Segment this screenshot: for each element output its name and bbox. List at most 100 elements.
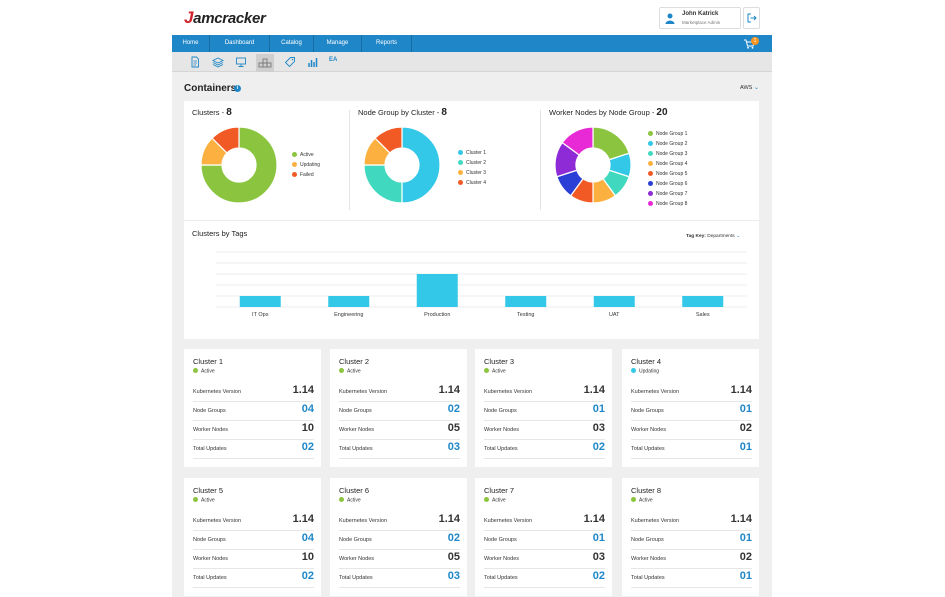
metric-label: Node Groups xyxy=(339,537,372,543)
cluster-card[interactable]: Cluster 4 Updating Kubernetes Version 1.… xyxy=(622,349,759,467)
metric-row: Kubernetes Version 1.14 xyxy=(193,512,314,531)
metric-row: Worker Nodes 02 xyxy=(631,421,752,440)
metric-label: Worker Nodes xyxy=(193,556,229,562)
bar-engineering[interactable] xyxy=(328,296,370,307)
nav-manage[interactable]: Manage xyxy=(314,35,362,52)
metric-value-node-groups[interactable]: 02 xyxy=(447,403,460,415)
bar-chart-icon[interactable] xyxy=(307,56,319,68)
cloud-select[interactable]: AWS xyxy=(740,85,753,91)
containers-tab[interactable] xyxy=(256,54,274,72)
metric-row: Worker Nodes 10 xyxy=(193,421,314,440)
donut-slice-cluster-2[interactable] xyxy=(363,164,403,204)
document-icon[interactable] xyxy=(189,56,201,68)
metric-row: Node Groups 01 xyxy=(484,402,605,421)
cluster-card[interactable]: Cluster 7 Active Kubernetes Version 1.14… xyxy=(475,478,612,596)
donut-slice-cluster-4[interactable] xyxy=(374,126,403,154)
status-dot xyxy=(339,368,344,373)
nav-home[interactable]: Home xyxy=(172,35,210,52)
metric-value-version: 1.14 xyxy=(730,513,752,525)
legend-item[interactable]: Cluster 4 xyxy=(458,178,486,188)
metric-value-node-groups[interactable]: 01 xyxy=(592,532,605,544)
status-label: Updating xyxy=(639,368,660,375)
cart-count-badge: 1 xyxy=(751,37,759,45)
metric-row: Kubernetes Version 1.14 xyxy=(339,512,460,531)
metric-value-updates[interactable]: 01 xyxy=(739,570,752,582)
legend-item[interactable]: Node Group 2 xyxy=(648,139,687,149)
metric-value-updates[interactable]: 02 xyxy=(592,441,605,453)
metric-value-version: 1.14 xyxy=(438,513,460,525)
legend-item[interactable]: Node Group 5 xyxy=(648,169,687,179)
legend-item[interactable]: Updating xyxy=(292,160,320,170)
chevron-down-icon[interactable]: ⌄ xyxy=(754,85,760,91)
nav-dashboard[interactable]: Dashboard xyxy=(210,35,270,52)
metric-value-updates[interactable]: 01 xyxy=(739,441,752,453)
cluster-card[interactable]: Cluster 8 Active Kubernetes Version 1.14… xyxy=(622,478,759,596)
cluster-card[interactable]: Cluster 3 Active Kubernetes Version 1.14… xyxy=(475,349,612,467)
tag-icon[interactable] xyxy=(284,56,296,68)
cluster-card[interactable]: Cluster 6 Active Kubernetes Version 1.14… xyxy=(330,478,467,596)
bar-production[interactable] xyxy=(416,274,458,307)
nav-reports[interactable]: Reports xyxy=(362,35,412,52)
metric-value-node-groups[interactable]: 02 xyxy=(447,532,460,544)
metric-row: Node Groups 02 xyxy=(339,531,460,550)
nav-catalog[interactable]: Catalog xyxy=(270,35,314,52)
legend-item[interactable]: Node Group 4 xyxy=(648,159,687,169)
nodegroup-legend: Cluster 1 Cluster 2 Cluster 3 Cluster 4 xyxy=(458,148,486,188)
bar-it-ops[interactable] xyxy=(239,296,281,307)
jamcracker-logo[interactable]: Jamcracker xyxy=(184,8,266,28)
legend-swatch xyxy=(292,161,297,167)
logout-button[interactable] xyxy=(743,7,760,29)
metric-value-updates[interactable]: 03 xyxy=(447,441,460,453)
tag-key-select[interactable]: Tag Key: Departments ⌄ xyxy=(686,234,740,239)
legend-item[interactable]: Cluster 2 xyxy=(458,158,486,168)
app-window: Jamcracker John Katrick Marketplace Admi… xyxy=(172,0,772,597)
metric-row: Total Updates 03 xyxy=(339,569,460,588)
legend-item[interactable]: Cluster 1 xyxy=(458,148,486,158)
legend-item[interactable]: Node Group 6 xyxy=(648,179,687,189)
metric-row: Node Groups 02 xyxy=(339,402,460,421)
metric-value-version: 1.14 xyxy=(438,384,460,396)
metric-value-node-groups[interactable]: 04 xyxy=(301,403,314,415)
metric-value-version: 1.14 xyxy=(292,384,314,396)
metric-value-node-groups[interactable]: 04 xyxy=(301,532,314,544)
metric-value-node-groups[interactable]: 01 xyxy=(739,403,752,415)
cluster-status: Active xyxy=(339,368,361,375)
metric-row: Total Updates 02 xyxy=(484,569,605,588)
metric-value-worker-nodes: 03 xyxy=(592,422,605,434)
layers-icon[interactable] xyxy=(212,56,224,68)
metric-value-updates[interactable]: 02 xyxy=(301,441,314,453)
legend-item[interactable]: Node Group 3 xyxy=(648,149,687,159)
legend-item[interactable]: Cluster 3 xyxy=(458,168,486,178)
logo-mark: J xyxy=(184,8,194,27)
nodegroup-donut xyxy=(363,126,441,204)
monitor-icon[interactable] xyxy=(235,56,247,68)
legend-item[interactable]: Active xyxy=(292,150,320,160)
user-profile-box[interactable]: John Katrick Marketplace Admin xyxy=(659,7,741,29)
cluster-card[interactable]: Cluster 1 Active Kubernetes Version 1.14… xyxy=(184,349,321,467)
toolbar: EA xyxy=(172,52,772,72)
bar-sales[interactable] xyxy=(682,296,724,307)
donut-slice-cluster-1[interactable] xyxy=(401,126,441,204)
legend-item[interactable]: Node Group 1 xyxy=(648,129,687,139)
metric-value-updates[interactable]: 03 xyxy=(447,570,460,582)
legend-item[interactable]: Node Group 7 xyxy=(648,189,687,199)
bar-testing[interactable] xyxy=(505,296,547,307)
legend-label: Node Group 4 xyxy=(656,161,688,167)
bar-uat[interactable] xyxy=(593,296,635,307)
metric-row: Total Updates 02 xyxy=(193,440,314,459)
metric-value-updates[interactable]: 02 xyxy=(301,570,314,582)
metric-value-node-groups[interactable]: 01 xyxy=(739,532,752,544)
donut-slice-active[interactable] xyxy=(200,126,278,204)
divider xyxy=(184,220,759,221)
donut-slice-node-group-8[interactable] xyxy=(561,126,594,156)
legend-item[interactable]: Node Group 8 xyxy=(648,199,687,209)
ea-tab[interactable]: EA xyxy=(329,57,338,63)
cluster-card[interactable]: Cluster 2 Active Kubernetes Version 1.14… xyxy=(330,349,467,467)
legend-item[interactable]: Failed xyxy=(292,170,320,180)
metric-value-updates[interactable]: 02 xyxy=(592,570,605,582)
info-icon[interactable]: i xyxy=(234,85,241,92)
metric-value-node-groups[interactable]: 01 xyxy=(592,403,605,415)
cluster-card[interactable]: Cluster 5 Active Kubernetes Version 1.14… xyxy=(184,478,321,596)
cluster-name: Cluster 5 xyxy=(193,486,224,495)
donut-slice-failed[interactable] xyxy=(211,126,240,154)
